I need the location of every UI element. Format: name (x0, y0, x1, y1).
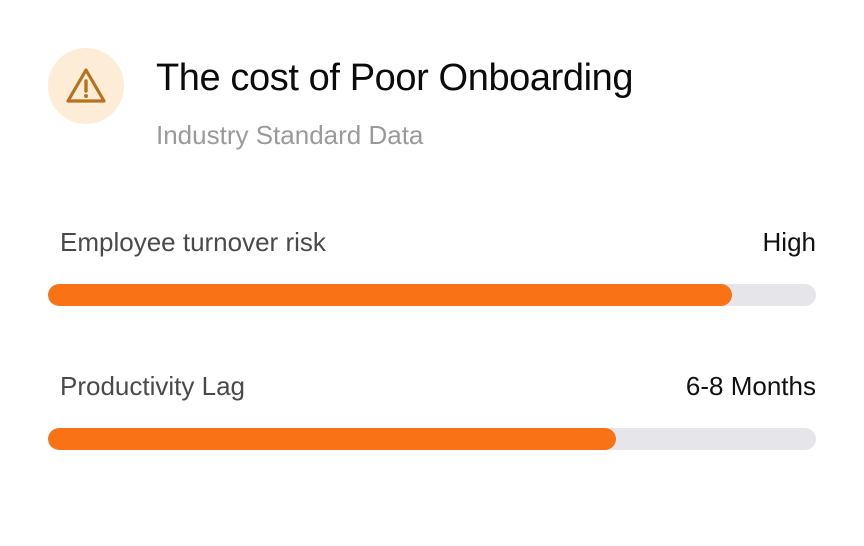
metric-value: High (762, 227, 816, 257)
progress-fill (48, 284, 732, 306)
warning-triangle-icon (66, 68, 106, 103)
warning-icon-badge (48, 48, 124, 124)
metric-label: Employee turnover risk (60, 227, 326, 257)
progress-fill (48, 428, 617, 450)
progress-track (48, 428, 816, 450)
metric-label: Productivity Lag (60, 371, 245, 401)
metric-productivity-lag: Productivity Lag 6-8 Months (48, 366, 816, 450)
metric-value: 6-8 Months (685, 371, 816, 401)
progress-track (48, 284, 816, 306)
card-title: The cost of Poor Onboarding (156, 57, 634, 99)
metric-header: Productivity Lag 6-8 Months (48, 366, 816, 408)
card-subtitle: Industry Standard Data (156, 120, 424, 150)
metric-turnover-risk: Employee turnover risk High (48, 222, 816, 306)
metric-header: Employee turnover risk High (48, 222, 816, 264)
